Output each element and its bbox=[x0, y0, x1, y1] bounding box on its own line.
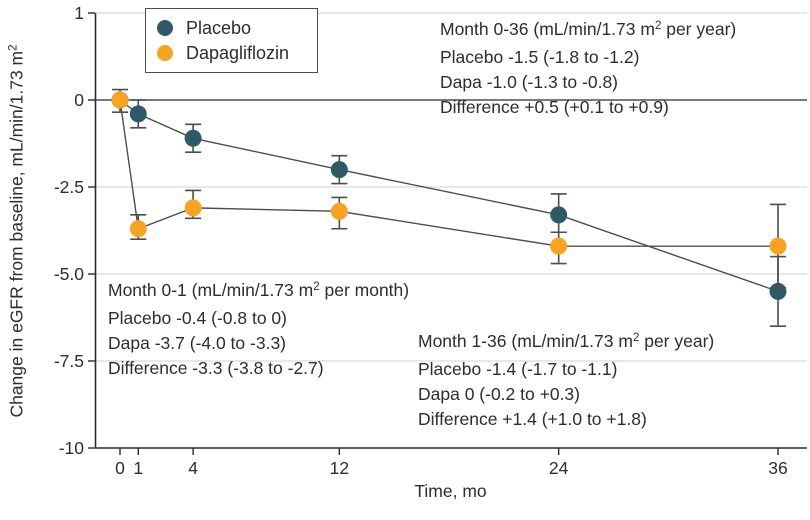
legend-item-placebo: Placebo bbox=[157, 19, 317, 37]
annotation-dapa-value: Dapa -3.7 (-4.0 to -3.3) bbox=[108, 333, 286, 353]
placebo-marker-icon bbox=[157, 20, 173, 36]
dapagliflozin-marker-icon bbox=[157, 45, 173, 61]
annotation-month-0-1: Month 0-1 (mL/min/1.73 m2 per month) Pla… bbox=[108, 278, 409, 381]
x-tick-label: 12 bbox=[330, 458, 349, 478]
y-tick-label: -10 bbox=[59, 438, 85, 458]
y-axis-title: Change in eGFR from baseline, mL/min/1.7… bbox=[6, 44, 27, 418]
annotation-difference-value: Difference +1.4 (+1.0 to +1.8) bbox=[418, 409, 647, 429]
legend-item-dapagliflozin: Dapagliflozin bbox=[157, 44, 317, 62]
legend-box: Placebo Dapagliflozin bbox=[145, 8, 318, 73]
annotation-difference-value: Difference +0.5 (+0.1 to +0.9) bbox=[440, 97, 669, 117]
data-point-dapagliflozin-month-36 bbox=[769, 237, 787, 255]
superscript-2: 2 bbox=[632, 332, 640, 344]
x-tick-label: 4 bbox=[188, 458, 198, 478]
annotation-title: Month 1-36 (mL/min/1.73 m2 per year) bbox=[418, 331, 715, 351]
y-tick-label: 0 bbox=[74, 90, 84, 110]
annotation-title: Month 0-1 (mL/min/1.73 m2 per month) bbox=[108, 280, 410, 300]
legend-label-dapagliflozin: Dapagliflozin bbox=[186, 43, 290, 63]
x-axis-title: Time, mo bbox=[414, 481, 487, 501]
series-line-dapagliflozin bbox=[119, 99, 778, 247]
data-point-dapagliflozin-month-0 bbox=[111, 91, 129, 109]
superscript-2: 2 bbox=[7, 44, 20, 51]
y-tick-label: -7.5 bbox=[54, 351, 84, 371]
annotation-month-0-36: Month 0-36 (mL/min/1.73 m2 per year) Pla… bbox=[440, 17, 736, 120]
superscript-2: 2 bbox=[654, 20, 662, 32]
data-point-dapagliflozin-month-4 bbox=[184, 199, 202, 217]
annotation-dapa-value: Dapa -1.0 (-1.3 to -0.8) bbox=[440, 72, 618, 92]
x-tick-label: 0 bbox=[115, 458, 125, 478]
x-tick-label: 1 bbox=[133, 458, 143, 478]
annotation-placebo-value: Placebo -0.4 (-0.8 to 0) bbox=[108, 308, 287, 328]
superscript-2: 2 bbox=[313, 281, 320, 293]
x-tick-label: 24 bbox=[549, 458, 569, 478]
annotation-placebo-value: Placebo -1.4 (-1.7 to -1.1) bbox=[418, 359, 618, 379]
data-point-dapagliflozin-month-24 bbox=[550, 237, 568, 255]
y-tick-label: 1 bbox=[74, 3, 84, 23]
data-point-placebo-month-24 bbox=[550, 206, 568, 224]
annotation-dapa-value: Dapa 0 (-0.2 to +0.3) bbox=[418, 384, 580, 404]
y-tick-label: -5.0 bbox=[54, 264, 84, 284]
data-point-placebo-month-1 bbox=[129, 105, 147, 123]
annotation-difference-value: Difference -3.3 (-3.8 to -2.7) bbox=[108, 358, 324, 378]
annotation-month-1-36: Month 1-36 (mL/min/1.73 m2 per year) Pla… bbox=[418, 329, 714, 432]
data-point-placebo-month-12 bbox=[330, 161, 348, 179]
data-point-dapagliflozin-month-1 bbox=[129, 220, 147, 238]
y-tick-label: -2.5 bbox=[54, 177, 84, 197]
x-tick-label: 36 bbox=[768, 458, 787, 478]
legend-label-placebo: Placebo bbox=[186, 18, 252, 38]
annotation-placebo-value: Placebo -1.5 (-1.8 to -1.2) bbox=[440, 47, 640, 67]
data-point-dapagliflozin-month-12 bbox=[330, 202, 348, 220]
series-line-placebo bbox=[119, 99, 779, 293]
data-point-placebo-month-4 bbox=[184, 129, 202, 147]
annotation-title: Month 0-36 (mL/min/1.73 m2 per year) bbox=[440, 19, 737, 39]
